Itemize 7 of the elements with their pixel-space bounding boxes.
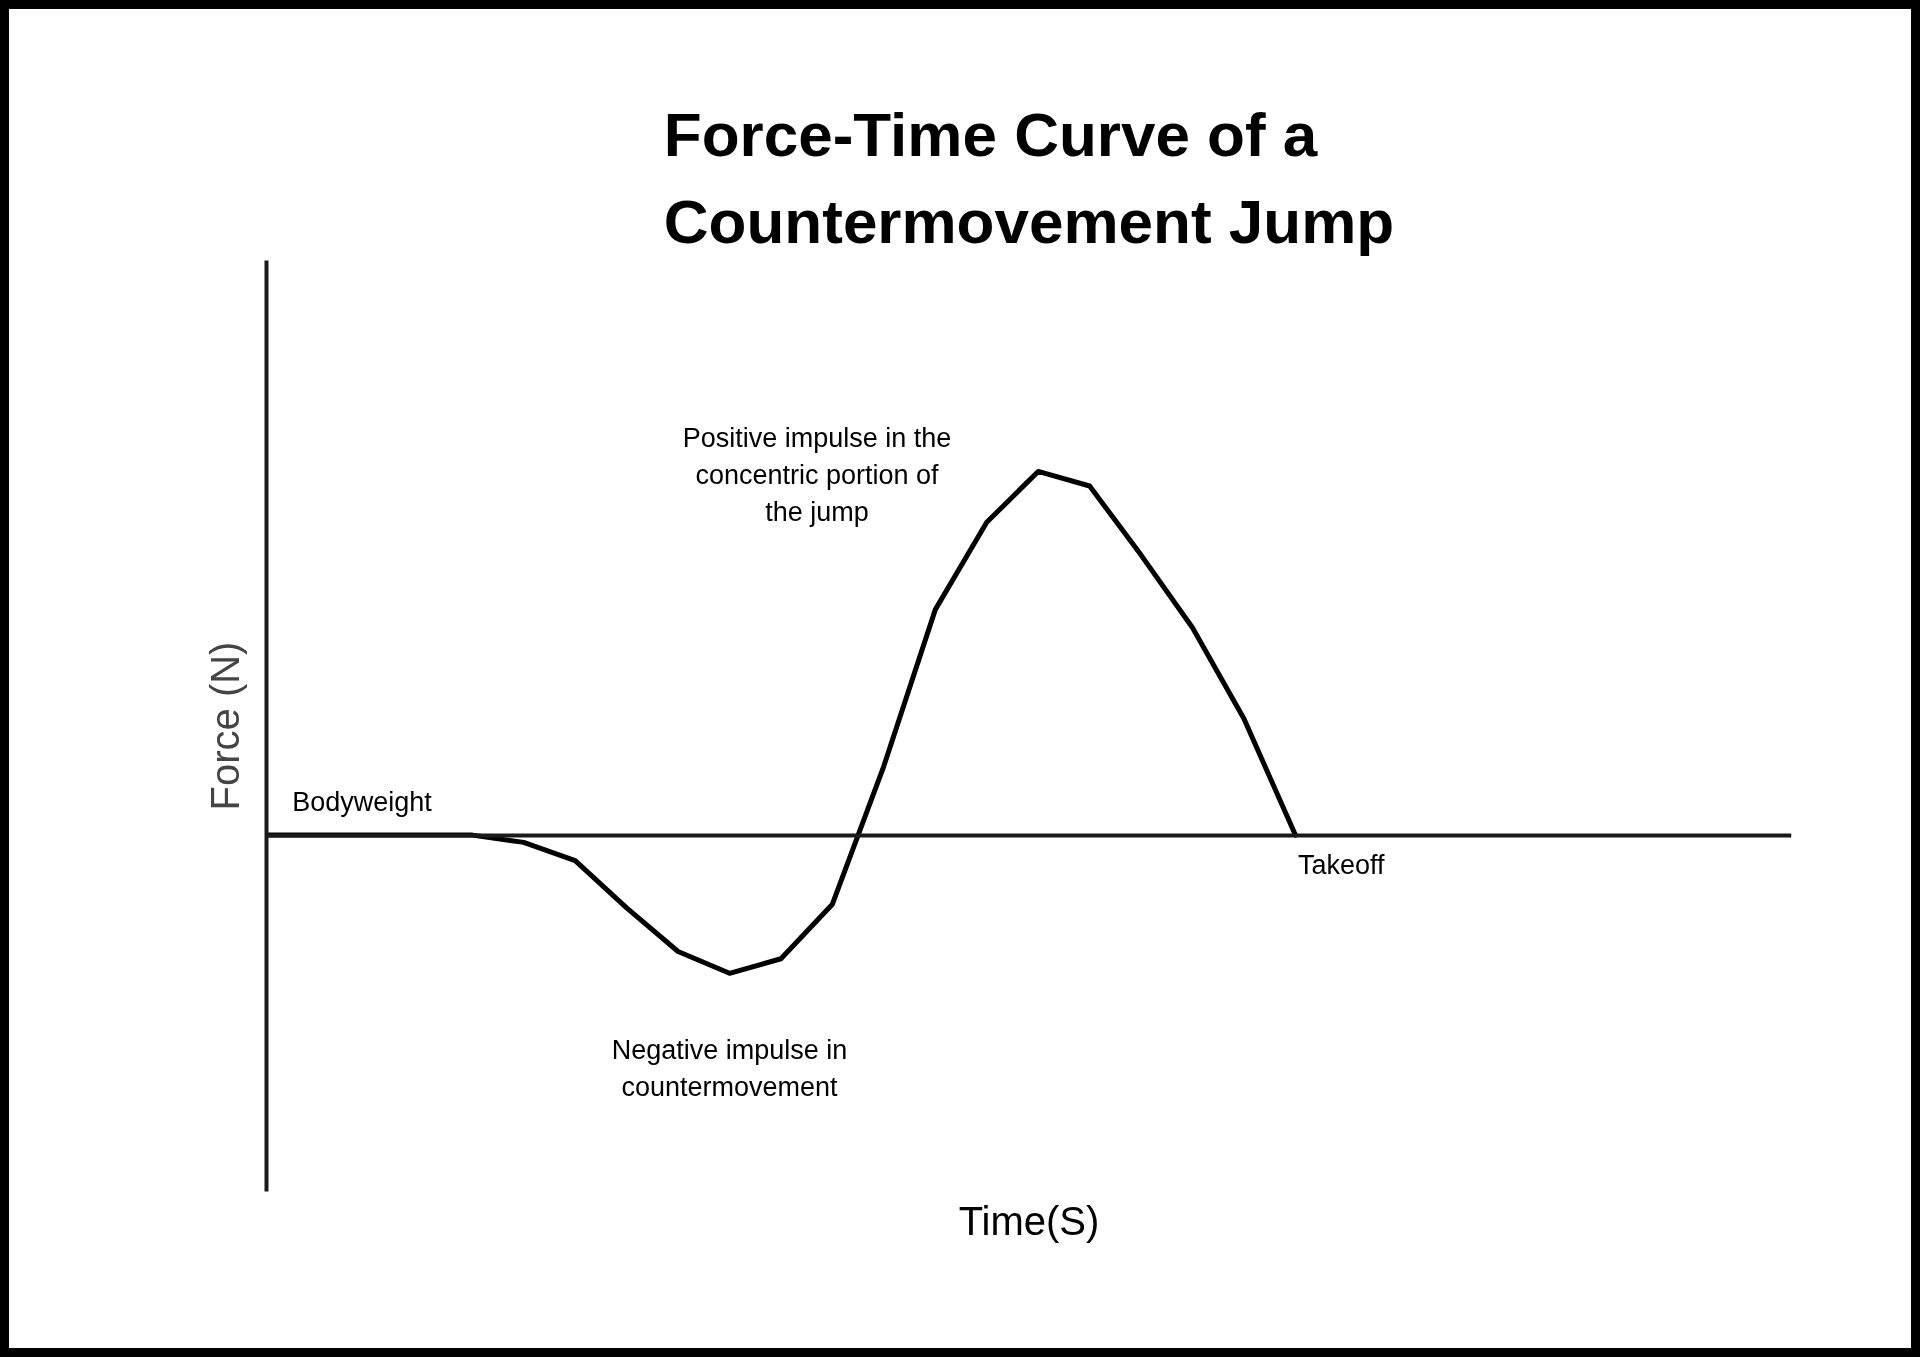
chart-title: Force-Time Curve of a Countermovement Jump [663, 100, 1395, 256]
annotation: Bodyweight [292, 786, 433, 817]
text: Negative impulse in countermovement [611, 1035, 848, 1103]
text: Time(S) [958, 1198, 1100, 1243]
annotation: Positive impulse in the concentric portion of the jump [682, 423, 952, 528]
y-axis-title: Force (N) [202, 641, 247, 811]
annotation: Takeoff [1297, 849, 1386, 880]
